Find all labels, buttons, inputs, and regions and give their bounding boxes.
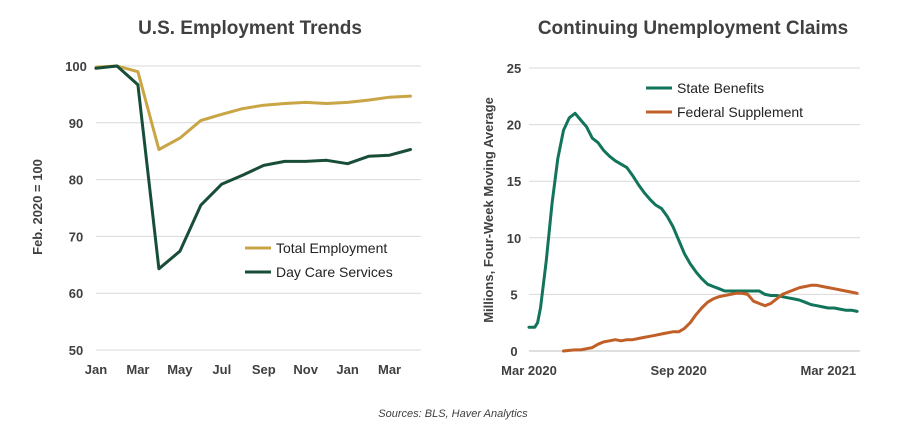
x-tick-labels: Mar 2020 Sep 2020 Mar 2021 (501, 363, 856, 378)
x-tick-label: Mar (126, 362, 149, 377)
y-tick-label: 0 (510, 344, 517, 359)
y-tick-labels: 0 5 10 15 20 25 (507, 61, 521, 359)
legend-label: State Benefits (677, 80, 764, 96)
employment-trends-chart: U.S. Employment Trends Feb. 2020 = 100 5… (30, 18, 421, 377)
series-line (562, 283, 859, 353)
y-tick-label: 10 (507, 231, 521, 246)
legend-label: Federal Supplement (677, 104, 803, 120)
x-tick-label: Sep (252, 362, 276, 377)
x-tick-label: Mar 2020 (501, 363, 557, 378)
y-axis-title: Feb. 2020 = 100 (30, 159, 45, 255)
series-lines (94, 64, 412, 271)
y-axis-title: Millions, Four-Week Moving Average (481, 97, 496, 323)
unemployment-claims-chart: Continuing Unemployment Claims Millions,… (481, 18, 860, 378)
y-tick-label: 100 (65, 59, 87, 74)
gridlines (529, 67, 860, 352)
x-tick-label: Mar 2021 (801, 363, 857, 378)
source-note: Sources: BLS, Haver Analytics (378, 408, 528, 420)
series-line (527, 111, 859, 329)
series-line (94, 64, 412, 151)
legend: Total Employment Day Care Services (245, 240, 393, 280)
x-tick-label: Jan (85, 362, 107, 377)
y-tick-label: 15 (507, 174, 521, 189)
legend-label: Total Employment (276, 240, 387, 256)
gridlines (96, 65, 421, 351)
chart-title: U.S. Employment Trends (138, 18, 362, 39)
x-tick-label: Jan (336, 362, 358, 377)
y-tick-label: 60 (69, 286, 83, 301)
y-tick-label: 25 (507, 61, 521, 76)
x-tick-label: Mar (378, 362, 401, 377)
legend-label: Day Care Services (276, 264, 393, 280)
x-tick-label: Jul (212, 362, 231, 377)
y-tick-label: 5 (510, 287, 517, 302)
y-tick-label: 90 (69, 116, 83, 131)
series-line (94, 64, 412, 271)
series-lines (527, 111, 859, 353)
x-tick-label: Sep 2020 (650, 363, 706, 378)
x-tick-label: Nov (293, 362, 318, 377)
x-tick-labels: Jan Mar May Jul Sep Nov Jan Mar (85, 362, 401, 377)
y-tick-label: 20 (507, 118, 521, 133)
legend: State Benefits Federal Supplement (646, 80, 803, 120)
y-tick-label: 70 (69, 229, 83, 244)
y-tick-labels: 50 60 70 80 90 100 (65, 59, 87, 358)
y-tick-label: 50 (69, 343, 83, 358)
y-tick-label: 80 (69, 173, 83, 188)
x-tick-label: May (167, 362, 193, 377)
chart-title: Continuing Unemployment Claims (538, 18, 848, 39)
